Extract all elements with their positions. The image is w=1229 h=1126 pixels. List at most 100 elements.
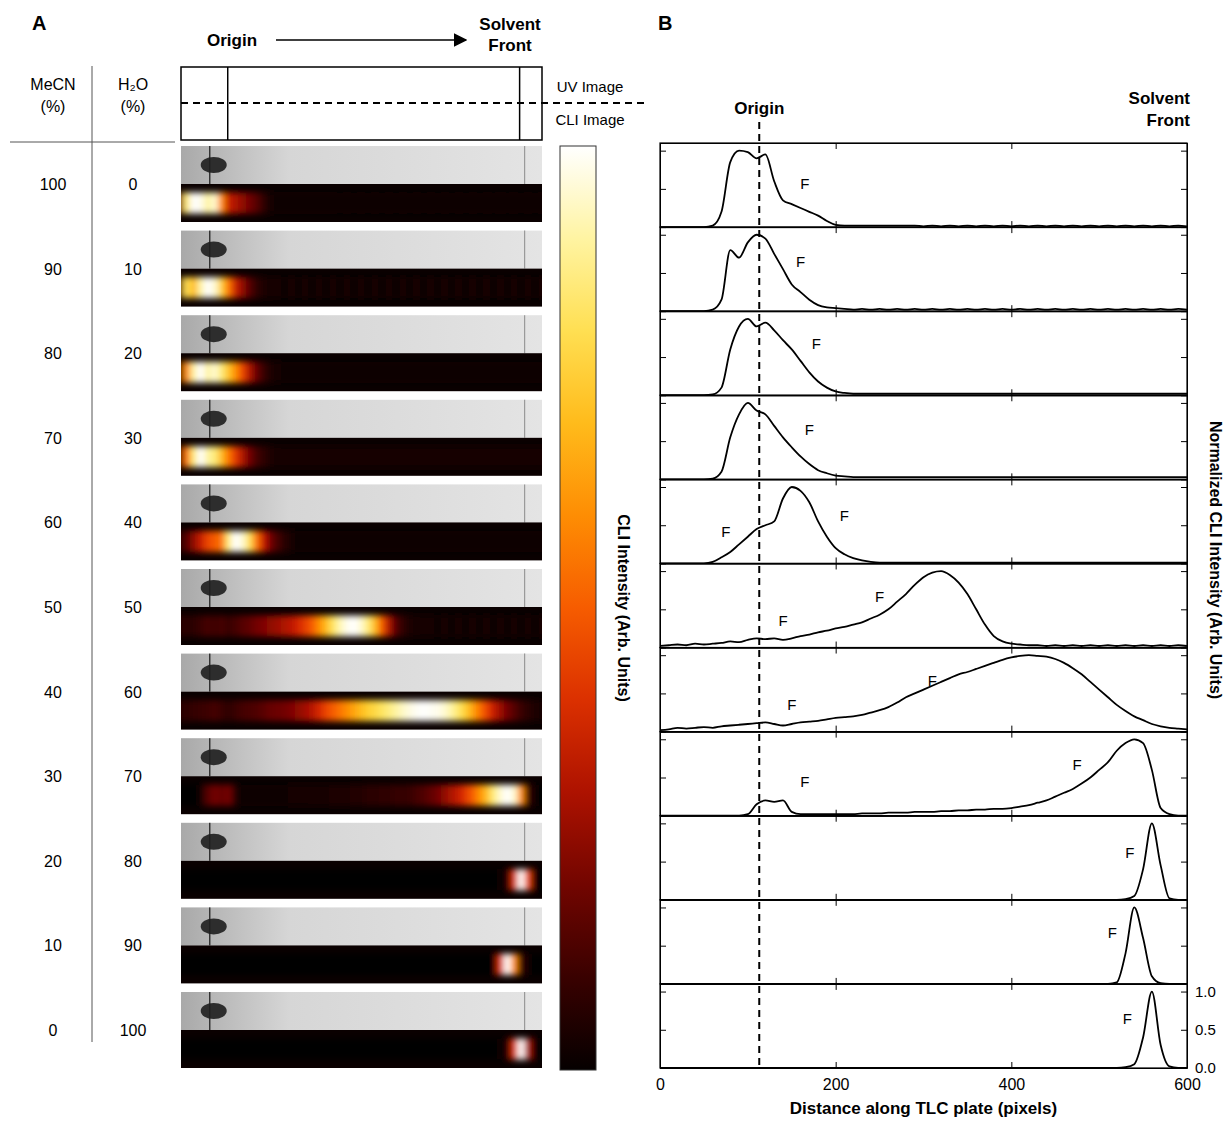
cli-cell [392, 446, 400, 467]
cli-image [181, 353, 542, 391]
y-tick-mark [660, 862, 666, 863]
cli-cell [183, 869, 191, 890]
cli-cell [420, 700, 428, 721]
y-axis-left [660, 648, 666, 732]
cli-heat [181, 615, 542, 636]
cli-cell [211, 1038, 219, 1059]
x-axis-top [661, 311, 1188, 317]
cli-cell [469, 1038, 477, 1059]
mecn-value: 40 [44, 684, 62, 701]
cli-cell [511, 362, 519, 383]
cli-cell [330, 362, 338, 383]
colorbar-label: CLI Intensity (Arb. Units) [615, 514, 632, 702]
x-axis-top-line [661, 648, 1188, 649]
cli-cell [462, 362, 470, 383]
cli-cell [350, 362, 358, 383]
cli-cell [337, 362, 345, 383]
cli-cell [246, 954, 254, 975]
y-axis-right [1181, 480, 1188, 564]
cli-cell [490, 954, 498, 975]
cli-cell [462, 277, 470, 298]
cli-cell [462, 531, 470, 552]
x-tick-mark [1011, 395, 1012, 401]
cli-image [181, 776, 542, 814]
cli-cell [295, 277, 303, 298]
x-axis-line [661, 984, 1188, 985]
cli-cell [455, 615, 463, 636]
cli-heat [181, 531, 542, 552]
schematic-origin-line [227, 67, 229, 140]
h2o-value: 90 [124, 937, 142, 954]
cli-cell [309, 700, 317, 721]
cli-cell [309, 615, 317, 636]
cli-heat-blur [181, 785, 542, 806]
x-tick [836, 557, 837, 563]
cli-cell [532, 446, 540, 467]
cli-cell [385, 785, 393, 806]
cli-cell [350, 869, 358, 890]
cli-cell [309, 531, 317, 552]
cli-cell [295, 785, 303, 806]
cli-cell [260, 954, 268, 975]
peak-annotation: F [928, 672, 937, 689]
cli-cell [392, 954, 400, 975]
y-tick-mark [660, 823, 666, 824]
x-tick [836, 227, 837, 233]
cli-cell [469, 785, 477, 806]
cli-cell [434, 362, 442, 383]
y-tick-label: 0.5 [1195, 1021, 1216, 1038]
cli-cell [441, 700, 449, 721]
y-axis-right-line [1187, 396, 1188, 480]
cli-cell [427, 785, 435, 806]
cli-cell [316, 362, 324, 383]
y-tick [1181, 235, 1187, 236]
cli-cell [434, 615, 442, 636]
cli-cell [406, 869, 414, 890]
cli-cell [218, 700, 226, 721]
cli-cell [239, 1038, 247, 1059]
cli-cell [267, 615, 275, 636]
cli-cell [295, 1038, 303, 1059]
cli-cell [302, 615, 310, 636]
y-tick-mark [1181, 487, 1187, 488]
y-tick [660, 441, 666, 442]
cli-image [181, 184, 542, 222]
x-tick [836, 648, 837, 654]
y-tick [1181, 946, 1187, 947]
cli-cell [316, 954, 324, 975]
cli-cell [511, 531, 519, 552]
cli-cell [295, 446, 303, 467]
cli-cell [511, 869, 519, 890]
cli-cell [350, 615, 358, 636]
cli-cell [211, 785, 219, 806]
cli-cell [399, 277, 407, 298]
cli-cell [232, 1038, 240, 1059]
uv-image [181, 907, 542, 945]
cli-cell [267, 531, 275, 552]
cli-cell [399, 1038, 407, 1059]
cli-cell [246, 531, 254, 552]
uv-image [181, 654, 542, 692]
cli-image [181, 522, 542, 560]
x-tick-label: 600 [1174, 1076, 1201, 1093]
cli-cell [281, 869, 289, 890]
uv-spot [201, 580, 227, 596]
cli-cell [302, 700, 310, 721]
y-tick-mark [1181, 823, 1187, 824]
cli-cell [427, 277, 435, 298]
cli-cell [455, 362, 463, 383]
profile-line [660, 235, 1187, 311]
cli-cell [302, 362, 310, 383]
cli-cell [385, 615, 393, 636]
cli-cell [371, 869, 379, 890]
y-axis-left [660, 816, 666, 900]
y-tick [1181, 823, 1187, 824]
cli-cell [406, 446, 414, 467]
cli-cell [371, 277, 379, 298]
cli-cell [183, 1038, 191, 1059]
x-tick-mark [1011, 726, 1012, 732]
cli-heat [181, 277, 542, 298]
cli-cell [364, 531, 372, 552]
cli-cell [337, 192, 345, 213]
cli-cell [406, 1038, 414, 1059]
